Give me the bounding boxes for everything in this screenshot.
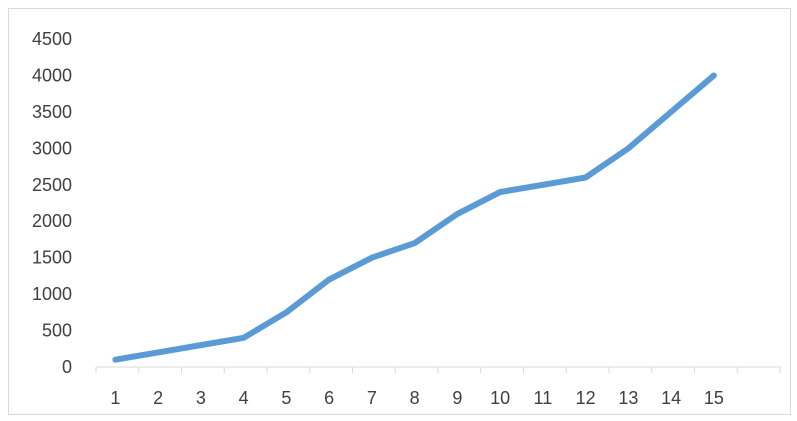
data-point	[497, 189, 503, 195]
x-tick-label: 8	[410, 388, 420, 408]
y-tick-label: 1000	[32, 284, 72, 304]
x-tick-label: 1	[110, 388, 120, 408]
x-tick-label: 13	[618, 388, 638, 408]
y-tick-label: 1500	[32, 248, 72, 268]
series-line	[112, 72, 717, 363]
data-point	[198, 342, 204, 348]
data-point	[369, 255, 375, 261]
y-tick-label: 3000	[32, 138, 72, 158]
chart-area	[8, 8, 791, 415]
data-point	[112, 357, 118, 363]
x-tick-label: 11	[534, 388, 553, 408]
x-tick-label: 5	[281, 388, 291, 408]
data-point	[241, 335, 247, 341]
x-axis-ticks	[95, 367, 781, 373]
y-axis: 0 500 1000 1500 2000 2500 3000 3500 4000 4500	[32, 29, 72, 377]
x-tick-label: 15	[704, 388, 724, 408]
data-point	[668, 109, 674, 115]
x-axis-labels: 1 2 3 4 5 6 7 8 9 10 11 12 13 14 15	[110, 388, 724, 408]
x-tick-label: 2	[153, 388, 163, 408]
data-point	[711, 72, 717, 78]
x-axis: 1 2 3 4 5 6 7 8 9 10 11 12 13 14 15	[95, 366, 781, 408]
data-point	[155, 349, 161, 355]
data-point	[540, 182, 546, 188]
x-tick-label: 4	[239, 388, 249, 408]
series-layer	[112, 72, 717, 363]
y-tick-label: 3500	[32, 102, 72, 122]
y-tick-label: 2000	[32, 211, 72, 231]
data-point	[326, 277, 332, 283]
data-point	[283, 309, 289, 315]
data-point	[454, 211, 460, 217]
y-tick-label: 4000	[32, 65, 72, 85]
data-point	[412, 240, 418, 246]
x-tick-label: 9	[452, 388, 462, 408]
x-tick-label: 7	[367, 388, 377, 408]
x-tick-label: 3	[196, 388, 206, 408]
x-tick-label: 10	[490, 388, 510, 408]
x-tick-label: 14	[661, 388, 681, 408]
data-point	[625, 145, 631, 151]
data-point	[583, 174, 589, 180]
y-tick-label: 4500	[32, 29, 72, 49]
y-tick-label: 0	[62, 357, 72, 377]
y-tick-label: 2500	[32, 175, 72, 195]
x-tick-label: 12	[576, 388, 596, 408]
x-tick-label: 6	[324, 388, 334, 408]
y-tick-label: 500	[42, 321, 72, 341]
